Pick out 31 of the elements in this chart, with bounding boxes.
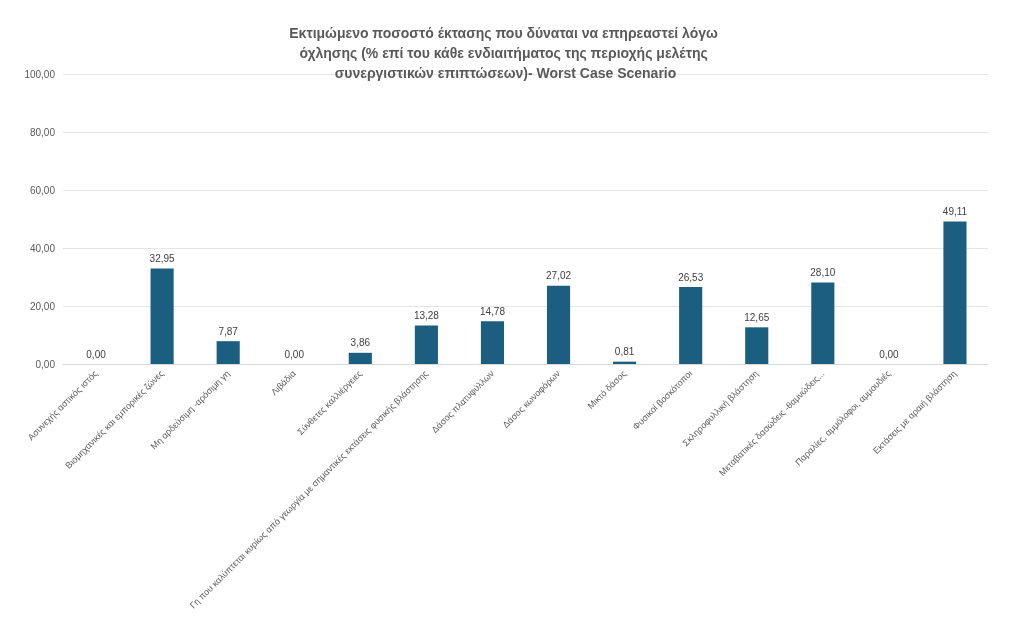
bar: [348, 352, 372, 364]
data-label: 7,87: [218, 325, 239, 337]
data-label: 0,00: [284, 348, 305, 360]
bar: [150, 268, 174, 364]
y-tick-label: 80,00: [29, 126, 56, 138]
data-label: 14,78: [479, 305, 506, 317]
bar: [679, 287, 703, 364]
data-label: 13,28: [413, 309, 440, 321]
bar: [480, 321, 505, 364]
y-tick-label: 100,00: [24, 68, 56, 80]
bar: [216, 341, 240, 364]
data-label: 26,53: [678, 271, 704, 283]
data-label: 3,86: [350, 337, 371, 349]
data-label: 0,00: [86, 348, 107, 360]
bar: [943, 221, 967, 364]
bar: [414, 325, 438, 364]
y-tick-label: 40,00: [29, 242, 56, 254]
y-tick-label: 0,00: [35, 358, 56, 370]
data-label: 12,65: [744, 311, 770, 323]
bar: [745, 327, 769, 364]
bar: [546, 285, 571, 364]
bar: [811, 282, 835, 364]
data-label: 0,81: [614, 346, 635, 358]
data-label: 49,11: [942, 206, 968, 218]
y-tick-label: 60,00: [29, 184, 56, 196]
y-tick-label: 20,00: [29, 300, 56, 312]
data-label: 32,95: [149, 252, 176, 264]
data-label: 0,00: [879, 348, 900, 360]
chart-title: Εκτιμώμενο ποσοστό έκτασης που δύναται να επηρεαστεί λόγω όχλησης (% επί του κάθε ενδιαιτήματος της περιοχής μελέτης συνεργιστικών επιπτώσεων)- Worst Case Scenario: [289, 25, 722, 81]
data-label: 27,02: [546, 270, 572, 282]
data-label: 28,10: [810, 267, 836, 279]
